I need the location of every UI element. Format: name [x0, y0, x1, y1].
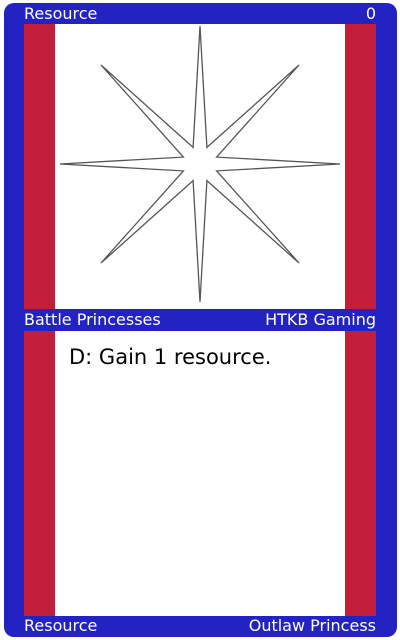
- card-type: Resource: [24, 616, 98, 635]
- card-rule-text: D: Gain 1 resource.: [69, 345, 272, 369]
- set-name: Battle Princesses: [24, 310, 161, 329]
- card-title: Resource: [24, 4, 98, 23]
- card-subtitle: Outlaw Princess: [248, 616, 376, 635]
- card-text-panel: D: Gain 1 resource.: [24, 331, 376, 616]
- left-stripe: [24, 24, 55, 309]
- publisher-name: HTKB Gaming: [265, 310, 376, 329]
- card-art-panel: [24, 24, 376, 309]
- left-stripe: [24, 331, 55, 616]
- eight-pointed-star-icon: [59, 25, 341, 303]
- right-stripe: [345, 24, 376, 309]
- card-cost: 0: [365, 4, 376, 23]
- right-stripe: [345, 331, 376, 616]
